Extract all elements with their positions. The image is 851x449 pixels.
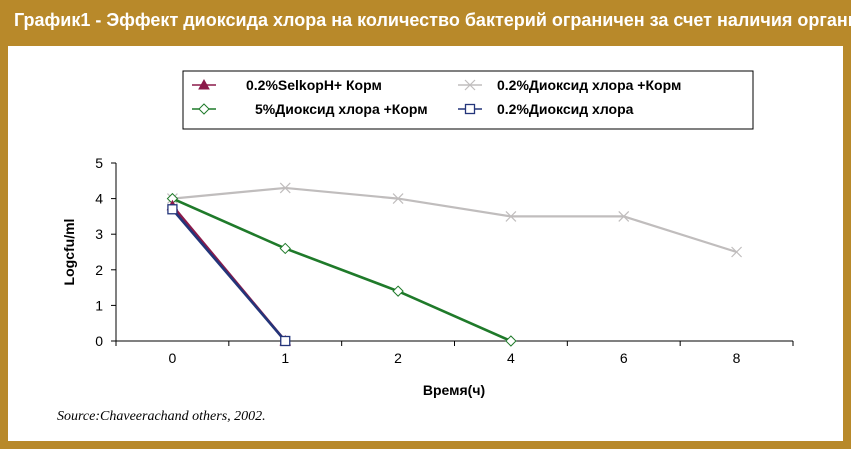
- source-note: Source:Chaveerachand others, 2002.: [57, 409, 266, 424]
- legend-marker-square: [464, 103, 476, 115]
- x-ticks: 0 1 2 4 6 8: [115, 341, 794, 366]
- legend-item: 0.2%SelkopH+ Корм: [192, 77, 382, 93]
- data-point-diamond: [279, 242, 291, 255]
- series-diamond: [166, 192, 517, 347]
- y-tick-label: 4: [95, 191, 103, 207]
- y-tick-label: 1: [95, 297, 103, 313]
- legend-marker-triangle: [198, 78, 210, 90]
- legend-label: 0.2%Диоксид хлора +Корм: [497, 77, 681, 93]
- data-point-diamond: [505, 335, 517, 347]
- x-axis-label: Время(ч): [423, 382, 485, 398]
- legend-box: [182, 70, 754, 130]
- series-line-diamond: [171, 197, 512, 343]
- legend-item: 0.2%Диоксид хлора +Корм: [458, 77, 681, 93]
- legend-item: 0.2%Диоксид хлора: [458, 101, 634, 117]
- series-x: [166, 182, 743, 258]
- legend-label: 5%Диоксид хлора +Корм: [255, 101, 428, 117]
- chart-title: График1 - Эффект диоксида хлора на колич…: [14, 10, 851, 30]
- data-point-x: [505, 210, 517, 222]
- legend-label: 0.2%Диоксид хлора: [497, 101, 634, 117]
- data-point-square: [280, 335, 291, 347]
- y-tick-label: 0: [95, 333, 103, 349]
- series-group: [166, 182, 743, 347]
- legend-marker-diamond: [198, 103, 210, 115]
- y-tick-label: 2: [95, 262, 103, 278]
- data-point-x: [618, 210, 630, 222]
- title-bar: График1 - Эффект диоксида хлора на колич…: [0, 0, 851, 46]
- data-point-diamond: [392, 285, 404, 297]
- y-tick-label: 5: [95, 155, 103, 171]
- x-tick-label: 6: [620, 350, 628, 366]
- legend-label: 0.2%SelkopH+ Корм: [246, 77, 382, 93]
- data-point-x: [392, 193, 404, 205]
- series-square: [167, 204, 291, 347]
- legend: 0.2%SelkopH+ Корм 0.2%Диоксид хлора +Корм…: [192, 77, 681, 117]
- data-point-square: [167, 204, 178, 215]
- series-line-square: [171, 208, 287, 342]
- x-tick-label: 0: [169, 350, 177, 366]
- series-line-x: [172, 186, 737, 254]
- y-ticks: 0 1 2 3 4 5: [95, 155, 116, 349]
- y-axis-label: Logcfu/ml: [61, 219, 77, 286]
- y-tick-label: 3: [95, 226, 103, 242]
- legend-item: 5%Диоксид хлора +Корм: [192, 101, 428, 117]
- x-tick-label: 4: [507, 350, 515, 366]
- legend-marker-x: [464, 79, 476, 91]
- data-point-x: [731, 246, 743, 258]
- x-tick-label: 2: [394, 350, 402, 366]
- x-tick-label: 1: [281, 350, 289, 366]
- x-tick-label: 8: [733, 350, 741, 366]
- data-point-x: [279, 182, 291, 194]
